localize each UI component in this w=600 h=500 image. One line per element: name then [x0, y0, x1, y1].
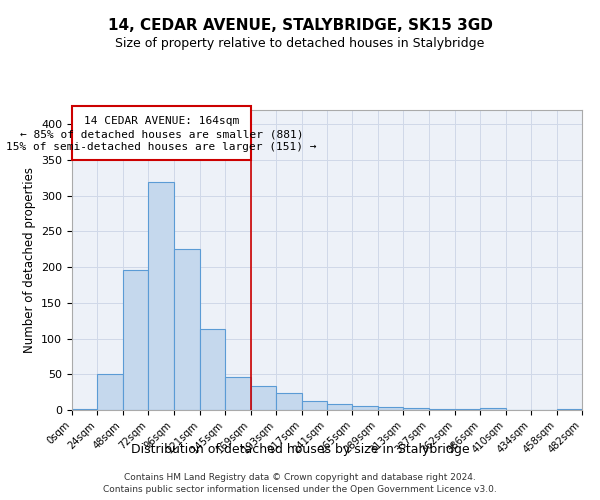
Text: Distribution of detached houses by size in Stalybridge: Distribution of detached houses by size …	[131, 442, 469, 456]
FancyBboxPatch shape	[72, 106, 251, 160]
Text: 14, CEDAR AVENUE, STALYBRIDGE, SK15 3GD: 14, CEDAR AVENUE, STALYBRIDGE, SK15 3GD	[107, 18, 493, 32]
Bar	[428, 408, 455, 410]
Text: Contains public sector information licensed under the Open Government Licence v3: Contains public sector information licen…	[103, 485, 497, 494]
Bar	[327, 404, 352, 410]
Text: Size of property relative to detached houses in Stalybridge: Size of property relative to detached ho…	[115, 38, 485, 51]
Bar	[302, 400, 327, 410]
Bar	[251, 386, 276, 410]
Bar	[123, 270, 148, 410]
Bar	[200, 328, 226, 410]
Bar	[173, 248, 200, 410]
Text: 15% of semi-detached houses are larger (151) →: 15% of semi-detached houses are larger (…	[6, 142, 317, 152]
Bar	[352, 406, 378, 410]
Text: ← 85% of detached houses are smaller (881): ← 85% of detached houses are smaller (88…	[20, 130, 303, 140]
Text: 14 CEDAR AVENUE: 164sqm: 14 CEDAR AVENUE: 164sqm	[84, 116, 239, 126]
Bar	[148, 182, 173, 410]
Bar	[557, 408, 582, 410]
Bar	[276, 393, 302, 410]
Bar	[226, 377, 251, 410]
Bar	[97, 374, 123, 410]
Text: Contains HM Land Registry data © Crown copyright and database right 2024.: Contains HM Land Registry data © Crown c…	[124, 472, 476, 482]
Bar	[72, 408, 97, 410]
Bar	[378, 407, 403, 410]
Bar	[403, 408, 428, 410]
Y-axis label: Number of detached properties: Number of detached properties	[23, 167, 35, 353]
Bar	[481, 408, 506, 410]
